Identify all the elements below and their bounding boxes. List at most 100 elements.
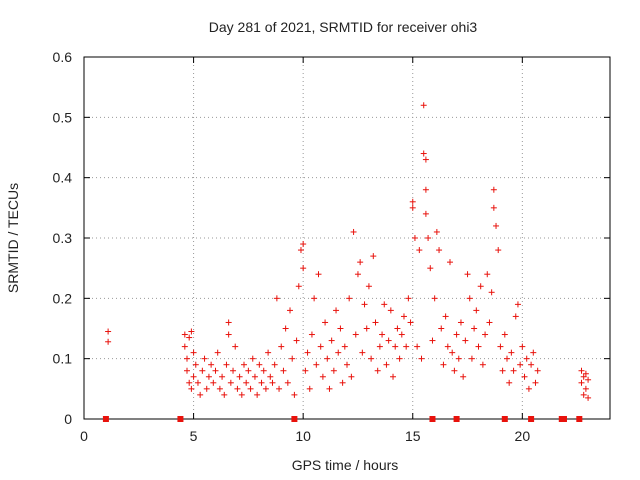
data-point <box>212 367 219 374</box>
data-point <box>302 367 309 374</box>
baseline-marker <box>501 416 508 422</box>
data-point <box>333 307 340 314</box>
data-point <box>341 343 348 350</box>
data-point <box>249 355 256 362</box>
data-point <box>420 102 427 109</box>
data-point <box>499 367 506 374</box>
data-point <box>427 265 434 272</box>
data-point <box>409 204 416 211</box>
baseline-marker <box>453 416 460 422</box>
data-point <box>319 373 326 380</box>
data-point <box>337 325 344 332</box>
data-point <box>422 186 429 193</box>
data-point <box>484 271 491 278</box>
data-point <box>280 367 287 374</box>
data-point <box>219 373 226 380</box>
data-point <box>330 367 337 374</box>
data-point <box>278 343 285 350</box>
data-point <box>295 283 302 290</box>
data-point <box>344 361 350 368</box>
data-point <box>269 379 276 386</box>
data-point <box>493 222 500 229</box>
data-point <box>482 331 489 338</box>
data-point <box>260 367 267 374</box>
data-point <box>468 355 475 362</box>
data-point <box>368 355 375 362</box>
data-point <box>580 373 587 380</box>
data-point <box>300 241 307 248</box>
data-point <box>289 355 296 362</box>
data-point <box>205 373 212 380</box>
y-axis-label: SRMTID / TECUs <box>5 183 21 293</box>
x-tick-label: 10 <box>295 428 311 444</box>
data-point <box>455 355 462 362</box>
data-point <box>194 379 201 386</box>
x-tick-label: 20 <box>515 428 531 444</box>
data-point <box>225 331 232 338</box>
y-tick-label: 0.5 <box>53 109 73 125</box>
data-point <box>199 367 206 374</box>
y-tick-label: 0.2 <box>53 290 73 306</box>
data-point <box>262 385 269 392</box>
data-point <box>308 331 315 338</box>
data-point <box>447 259 454 266</box>
data-point <box>238 391 245 398</box>
data-point <box>530 349 537 356</box>
data-point <box>186 379 193 386</box>
x-axis: 0 5 10 15 20 <box>80 57 530 444</box>
data-point <box>376 343 383 350</box>
data-point <box>387 307 394 314</box>
data-point <box>521 373 528 380</box>
data-point <box>374 367 381 374</box>
data-point <box>313 361 320 368</box>
data-point <box>236 373 243 380</box>
data-point <box>495 247 502 254</box>
data-point <box>394 325 401 332</box>
data-point <box>247 385 254 392</box>
baseline-markers <box>102 416 583 422</box>
data-point <box>293 337 300 344</box>
baseline-marker <box>528 416 535 422</box>
data-point <box>429 337 436 344</box>
data-point <box>240 361 247 368</box>
data-point <box>297 247 304 254</box>
data-point <box>578 379 585 386</box>
baseline-marker <box>177 416 184 422</box>
data-point <box>390 373 397 380</box>
y-tick-label: 0.6 <box>53 49 73 65</box>
data-point <box>490 204 497 211</box>
data-point <box>328 337 335 344</box>
y-tick-label: 0.1 <box>53 351 73 367</box>
data-point <box>473 307 480 314</box>
data-point <box>363 325 370 332</box>
data-point <box>442 313 449 320</box>
data-point <box>585 394 592 401</box>
data-point <box>361 301 368 308</box>
data-point <box>486 319 493 326</box>
data-point <box>335 349 342 356</box>
data-point <box>181 343 188 350</box>
data-point <box>254 391 261 398</box>
data-point <box>582 385 589 392</box>
data-point <box>508 349 515 356</box>
data-point <box>188 385 195 392</box>
data-point <box>265 349 272 356</box>
data-point <box>184 367 191 374</box>
data-point <box>208 361 215 368</box>
data-point <box>359 349 366 356</box>
data-point <box>523 355 530 362</box>
baseline-marker <box>429 416 436 422</box>
data-point <box>273 295 280 302</box>
data-point <box>578 367 585 374</box>
data-point <box>350 228 357 235</box>
data-point <box>322 319 329 326</box>
data-point <box>324 355 331 362</box>
data-point <box>379 331 386 338</box>
data-point <box>510 367 517 374</box>
data-point <box>365 283 372 290</box>
data-point <box>348 373 355 380</box>
x-tick-label: 5 <box>190 428 198 444</box>
data-point <box>203 385 210 392</box>
data-point <box>580 391 587 398</box>
data-point <box>385 337 392 344</box>
